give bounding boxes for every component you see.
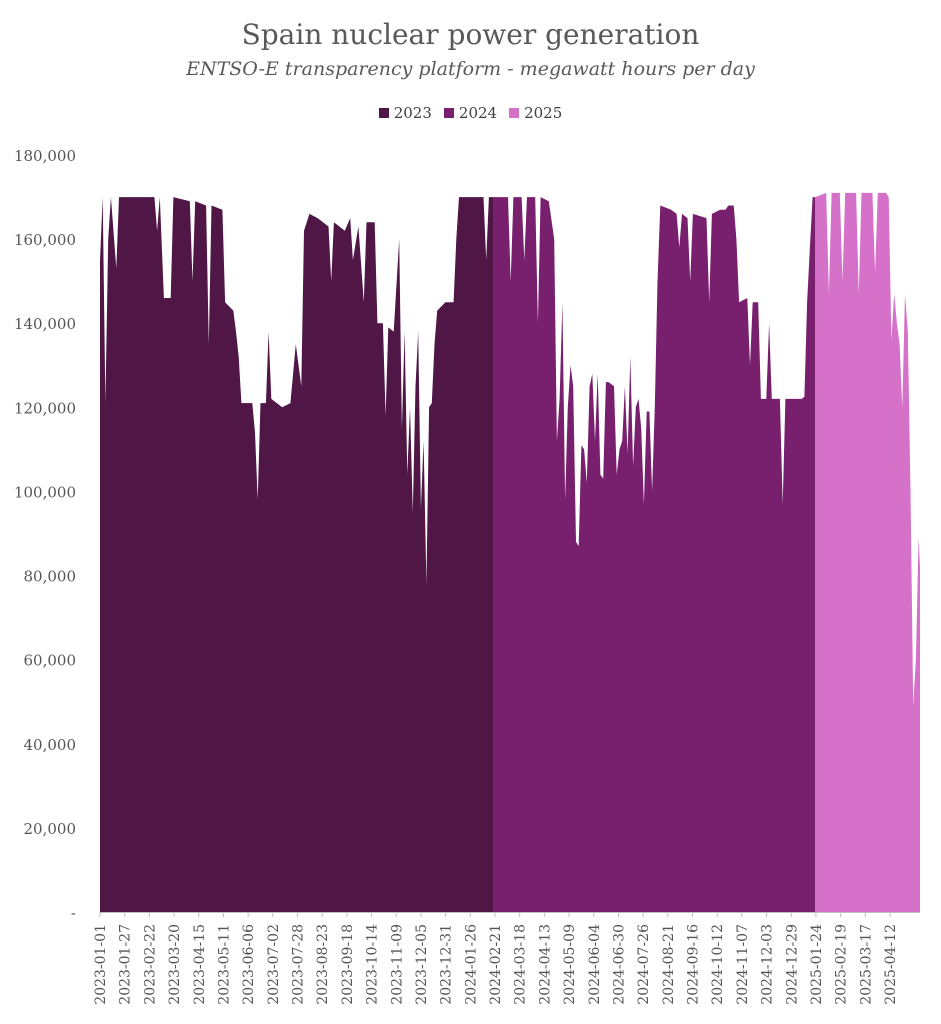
y-tick-label: 120,000 (14, 399, 76, 417)
y-tick-label: 80,000 (24, 568, 77, 586)
x-tick-label: 2023-08-23 (315, 924, 331, 1005)
x-tick-label: 2023-01-27 (118, 924, 134, 1005)
y-tick-label: 40,000 (24, 736, 77, 754)
legend-swatch-2024 (443, 108, 454, 118)
x-tick-label: 2023-10-14 (365, 924, 381, 1005)
area-series-2024 (493, 197, 816, 913)
chart-title: Spain nuclear power generation (241, 18, 700, 51)
x-tick-label: 2024-08-21 (661, 924, 677, 1005)
y-tick-label: 60,000 (24, 652, 77, 670)
y-axis: - 20,000 40,000 60,000 80,000 100,000 120,000 1… (14, 147, 76, 922)
legend-label-2025: 2025 (524, 104, 563, 122)
x-tick-label: 2024-09-16 (686, 924, 702, 1005)
x-tick-label: 2024-11-07 (735, 924, 751, 1005)
legend-label-2024: 2024 (458, 104, 498, 122)
x-tick-label: 2024-10-12 (710, 924, 726, 1005)
y-tick-label: 20,000 (24, 820, 77, 838)
legend-item-2023: 2023 (378, 104, 432, 122)
x-tick-label: 2023-12-31 (439, 924, 455, 1005)
x-tick-label: 2023-12-05 (414, 924, 430, 1005)
legend-swatch-2023 (378, 108, 389, 118)
chart-subtitle: ENTSO-E transparency platform - megawatt… (186, 58, 755, 80)
x-tick-label: 2024-04-13 (537, 924, 553, 1005)
y-tick-label: 140,000 (14, 315, 76, 333)
x-tick-label: 2024-06-04 (587, 924, 603, 1005)
x-tick-label: 2023-11-09 (389, 924, 405, 1005)
x-tick-label: 2024-03-18 (513, 924, 529, 1005)
x-tick-label: 2024-01-26 (463, 924, 479, 1005)
x-tick-label: 2025-03-17 (858, 924, 874, 1005)
x-tick-label: 2023-03-20 (167, 924, 183, 1005)
legend-item-2024: 2024 (443, 104, 498, 122)
x-tick-label: 2023-09-18 (340, 924, 356, 1005)
x-tick-label: 2023-02-22 (142, 924, 158, 1005)
x-tick-label: 2024-07-26 (636, 924, 652, 1005)
x-tick-label: 2024-12-03 (760, 924, 776, 1005)
plot-area (100, 192, 920, 913)
x-tick-label: 2023-06-06 (241, 924, 257, 1005)
x-tick-label: 2025-02-19 (834, 924, 850, 1005)
x-tick-label: 2024-12-29 (784, 924, 800, 1005)
x-tick-label: 2025-04-12 (883, 924, 899, 1005)
legend-item-2025: 2025 (509, 104, 562, 122)
x-tick-label: 2024-06-30 (611, 924, 627, 1005)
y-tick-label: 100,000 (14, 483, 76, 501)
y-tick-label: 160,000 (14, 231, 76, 249)
x-tick-label: 2024-05-09 (562, 924, 578, 1005)
x-tick-label: 2023-07-28 (291, 924, 307, 1005)
x-tick-label: 2023-05-11 (216, 924, 232, 1005)
legend-swatch-2025 (509, 108, 520, 118)
legend-label-2023: 2023 (393, 104, 432, 122)
y-tick-label: - (71, 904, 76, 922)
legend: 2023 2024 2025 (0, 104, 941, 122)
x-axis: 2023-01-01 2023-01-27 2023-02-22 2023-03-20… (93, 912, 920, 1005)
x-tick-label: 2023-01-01 (93, 924, 109, 1005)
y-tick-label: 180,000 (14, 147, 76, 165)
x-tick-label: 2023-04-15 (192, 924, 208, 1005)
area-series-2023 (100, 197, 493, 913)
x-tick-label: 2025-01-24 (809, 924, 825, 1005)
area-series-2025 (815, 192, 920, 912)
x-tick-label: 2023-07-02 (266, 924, 282, 1005)
x-tick-label: 2024-02-21 (488, 924, 504, 1005)
